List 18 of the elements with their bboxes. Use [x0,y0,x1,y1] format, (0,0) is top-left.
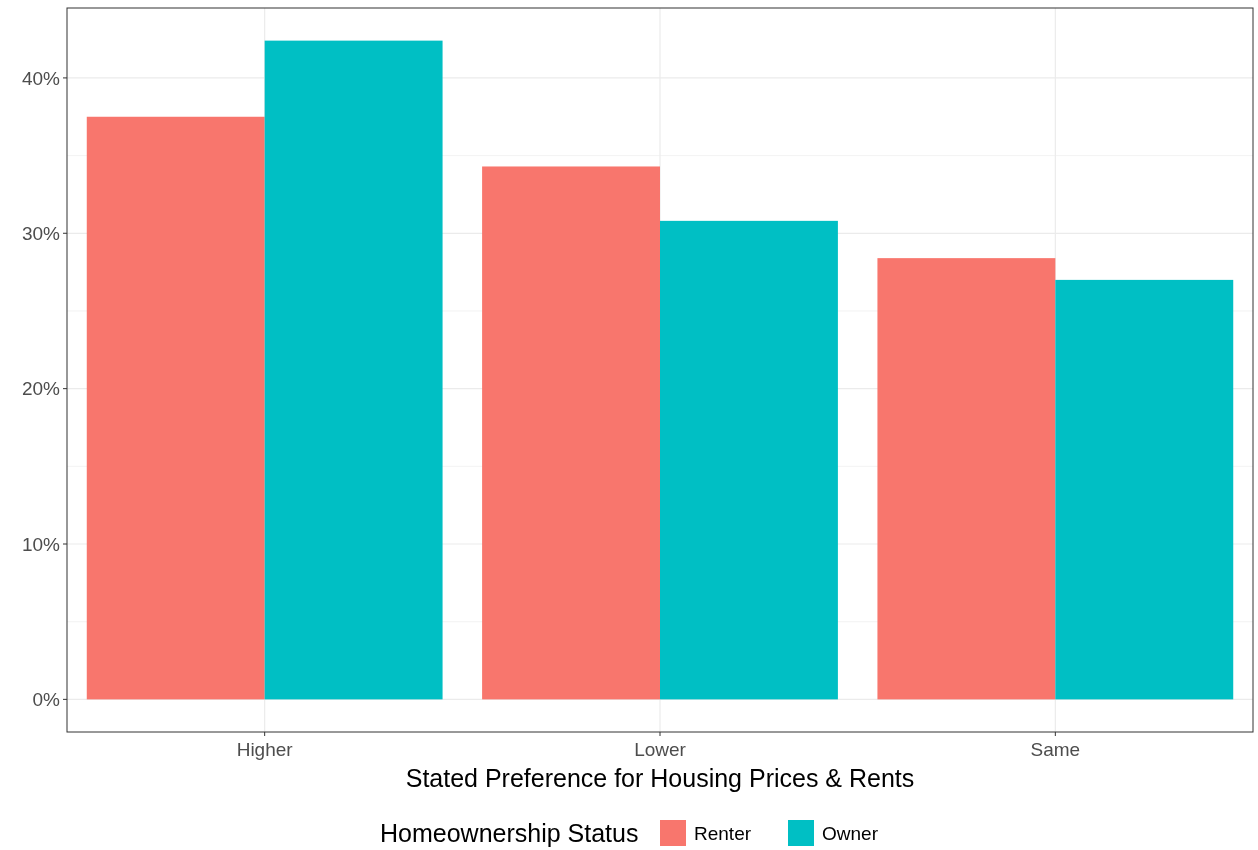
bar [86,116,265,700]
x-axis-title: Stated Preference for Housing Prices & Rents [405,764,915,792]
y-tick-label: 20% [21,378,61,400]
legend-label: Renter [694,822,752,844]
bar [877,258,1056,700]
x-tick-label: Higher [236,739,294,760]
bar [660,220,838,700]
bar [264,40,443,700]
y-tick-label: 40% [21,67,61,89]
legend-label: Owner [822,822,879,844]
x-tick-label: Lower [634,739,687,760]
y-tick-label: 10% [21,533,61,555]
x-tick-label: Same [1030,739,1081,760]
legend-title: Homeownership Status [380,818,639,847]
y-tick-label: 0% [32,689,61,711]
y-tick-label: 30% [21,222,61,244]
bar [482,166,660,700]
bar [1055,279,1234,700]
